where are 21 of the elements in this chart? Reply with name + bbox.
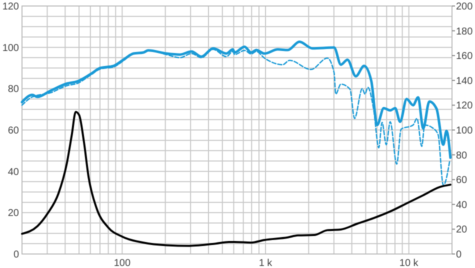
y-tick-label: 100 [2,42,20,54]
y2-tick-label: 60 [456,175,468,186]
y-tick-label: 120 [2,2,20,12]
x-tick-label: 10 k [399,258,420,268]
y-tick-label: 0 [13,250,20,260]
y2-tick-label: 200 [456,2,474,12]
y2-tick-label: 180 [456,26,474,38]
y2-tick-label: 100 [456,126,474,136]
y2-tick-label: 40 [456,200,468,211]
y2-tick-label: 20 [456,224,468,236]
y2-tick-label: 80 [456,150,468,162]
y2-tick-label: 120 [456,100,474,112]
y2-tick-label: 140 [456,76,474,87]
y2-tick-label: 160 [456,51,474,62]
x-tick-label: 1 k [258,258,274,268]
y-tick-label: 60 [8,126,20,136]
y-tick-label: 40 [8,166,20,178]
y-tick-label: 20 [8,208,20,220]
y-tick-label: 80 [8,84,20,96]
x-tick-label: 100 [114,258,131,268]
y2-tick-label: 0 [456,250,462,260]
